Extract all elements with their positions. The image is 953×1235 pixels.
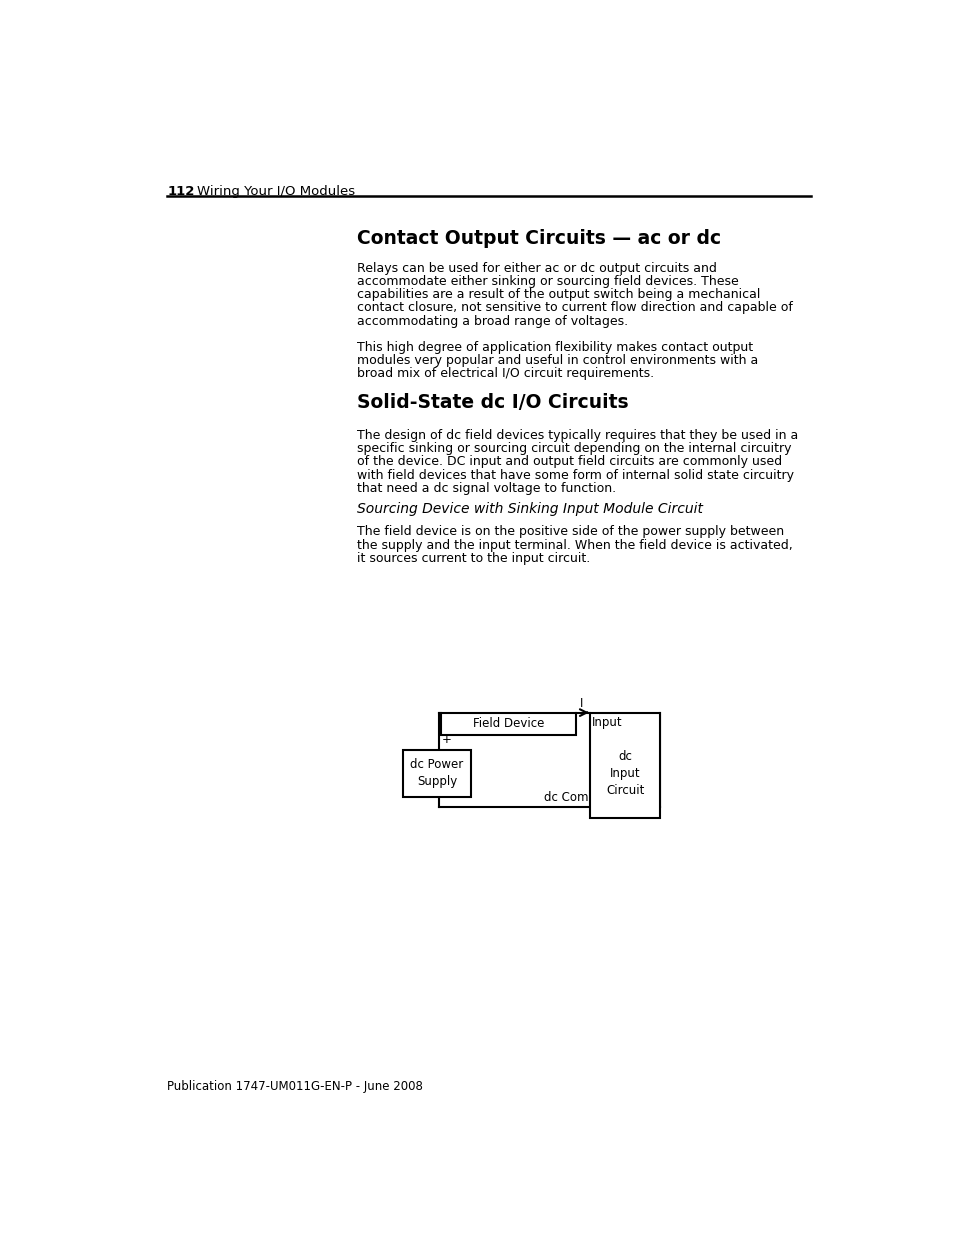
- Text: of the device. DC input and output field circuits are commonly used: of the device. DC input and output field…: [356, 456, 781, 468]
- Text: dc Power
Supply: dc Power Supply: [410, 758, 463, 788]
- Text: Contact Output Circuits — ac or dc: Contact Output Circuits — ac or dc: [356, 228, 720, 248]
- Text: modules very popular and useful in control environments with a: modules very popular and useful in contr…: [356, 353, 758, 367]
- Text: capabilities are a result of the output switch being a mechanical: capabilities are a result of the output …: [356, 288, 760, 301]
- Text: Wiring Your I/O Modules: Wiring Your I/O Modules: [196, 185, 355, 198]
- Bar: [402, 751, 471, 797]
- Text: The field device is on the positive side of the power supply between: The field device is on the positive side…: [356, 526, 783, 538]
- Text: Input: Input: [592, 716, 622, 729]
- Text: Field Device: Field Device: [473, 718, 544, 730]
- Text: –: –: [441, 800, 447, 814]
- Text: contact closure, not sensitive to current flow direction and capable of: contact closure, not sensitive to curren…: [356, 301, 792, 315]
- Text: Sourcing Device with Sinking Input Module Circuit: Sourcing Device with Sinking Input Modul…: [356, 503, 702, 516]
- Text: Relays can be used for either ac or dc output circuits and: Relays can be used for either ac or dc o…: [356, 262, 717, 275]
- Text: This high degree of application flexibility makes contact output: This high degree of application flexibil…: [356, 341, 753, 353]
- Text: I: I: [579, 697, 583, 710]
- Text: 112: 112: [167, 185, 194, 198]
- Text: that need a dc signal voltage to function.: that need a dc signal voltage to functio…: [356, 482, 616, 494]
- Text: Publication 1747-UM011G-EN-P - June 2008: Publication 1747-UM011G-EN-P - June 2008: [167, 1079, 423, 1093]
- Bar: [590, 713, 659, 818]
- Text: the supply and the input terminal. When the field device is activated,: the supply and the input terminal. When …: [356, 538, 792, 552]
- Text: it sources current to the input circuit.: it sources current to the input circuit.: [356, 552, 590, 564]
- Text: dc Com: dc Com: [543, 792, 588, 804]
- Text: with field devices that have some form of internal solid state circuitry: with field devices that have some form o…: [356, 468, 793, 482]
- Text: accommodating a broad range of voltages.: accommodating a broad range of voltages.: [356, 315, 628, 327]
- Text: accommodate either sinking or sourcing field devices. These: accommodate either sinking or sourcing f…: [356, 275, 739, 288]
- Text: +: +: [441, 734, 451, 746]
- Text: broad mix of electrical I/O circuit requirements.: broad mix of electrical I/O circuit requ…: [356, 367, 654, 380]
- Text: dc
Input
Circuit: dc Input Circuit: [605, 750, 644, 797]
- Text: specific sinking or sourcing circuit depending on the internal circuitry: specific sinking or sourcing circuit dep…: [356, 442, 791, 456]
- Bar: [440, 713, 576, 735]
- Text: The design of dc field devices typically requires that they be used in a: The design of dc field devices typically…: [356, 430, 798, 442]
- Text: Solid-State dc I/O Circuits: Solid-State dc I/O Circuits: [356, 393, 628, 412]
